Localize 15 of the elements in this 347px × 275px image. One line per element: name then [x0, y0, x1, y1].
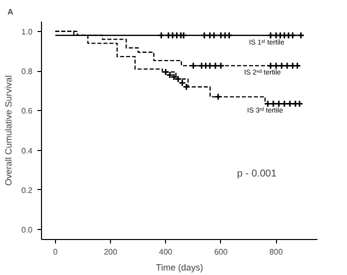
x-tick-label: 400 — [159, 248, 173, 256]
y-tick-label: 0.6 — [21, 106, 34, 116]
x-tick-label: 800 — [269, 248, 284, 256]
y-tick-label: 0.4 — [21, 146, 34, 156]
x-tick-label: 0 — [53, 248, 58, 256]
x-tick-label: 200 — [104, 248, 118, 256]
y-tick-label: 1.0 — [21, 27, 34, 36]
y-tick-label: 0.2 — [21, 186, 34, 195]
y-axis-title: Overall Cumulative Survival — [3, 75, 14, 186]
x-tick-label: 600 — [214, 248, 228, 256]
x-axis-title: Time (days) — [156, 262, 204, 272]
y-tick-label: 0.8 — [21, 67, 34, 76]
text: A — [8, 8, 14, 16]
y-tick-label: 0.0 — [21, 226, 34, 235]
annotation: p - 0.001 — [237, 168, 277, 180]
